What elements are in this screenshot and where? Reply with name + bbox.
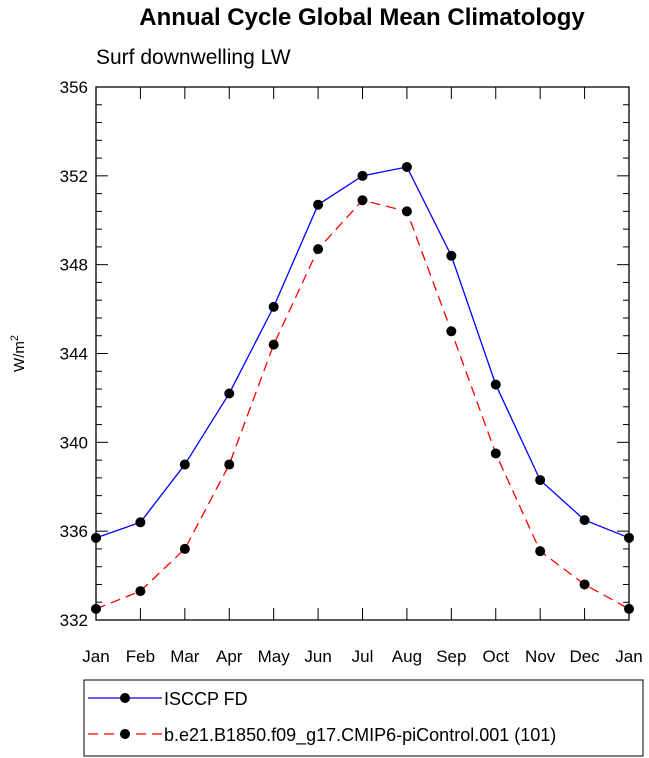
legend-marker-1 [120, 729, 130, 739]
series-0-point [624, 532, 634, 543]
x-tick-label: Jun [304, 647, 331, 666]
series-line-0 [95, 166, 630, 539]
series-1-point [135, 586, 146, 597]
x-tick-label: Jan [82, 647, 109, 666]
series-0-point [313, 199, 324, 210]
x-tick-label: Mar [170, 647, 200, 666]
legend-label-1: b.e21.B1850.f09_g17.CMIP6-piControl.001 … [164, 725, 556, 746]
y-tick-label: 336 [60, 522, 88, 541]
x-tick-label: Feb [126, 647, 155, 666]
x-tick-label: Jan [615, 647, 642, 666]
series-0-point [135, 517, 146, 528]
series-1-point [313, 244, 324, 255]
y-axis-label-superscript: 2 [9, 335, 21, 341]
x-tick-label: Oct [483, 647, 510, 666]
y-tick-label: 344 [60, 345, 88, 364]
x-tick-label: Dec [569, 647, 600, 666]
chart-title: Annual Cycle Global Mean Climatology [139, 4, 585, 31]
series-1-point [268, 339, 279, 350]
series-0-point [224, 388, 235, 399]
series-1-point [357, 195, 368, 206]
series-line-1 [95, 199, 630, 610]
x-tick-label: Apr [216, 647, 243, 666]
series-1-point [579, 579, 590, 590]
y-tick-label: 352 [60, 167, 88, 186]
series-1-point [401, 206, 412, 217]
x-tick-label: May [258, 647, 291, 666]
y-tick-label: 332 [60, 611, 88, 630]
x-tick-label: Sep [436, 647, 466, 666]
series-0-point [535, 475, 546, 486]
x-tick-label: Jul [352, 647, 374, 666]
x-tick-label: Aug [392, 647, 422, 666]
y-tick-label: 340 [60, 433, 88, 452]
series-0-point [490, 379, 501, 390]
series-0-point [268, 301, 279, 312]
plot-frame [95, 86, 630, 621]
plot-area: 332 336 340 344 348 352 356 Jan Feb Mar Apr May Jun J… [9, 78, 643, 666]
series-1-point [446, 326, 457, 337]
legend: ISCCP FD b.e21.B1850.f09_g17.CMIP6-piCont… [83, 679, 644, 757]
legend-box [83, 679, 644, 757]
y-axis-label-main: W/m [11, 341, 28, 372]
legend-label-0: ISCCP FD [164, 689, 248, 709]
x-tick-label: Nov [525, 647, 556, 666]
series-1-point [179, 543, 190, 554]
series-0-point [91, 532, 101, 543]
legend-marker-0 [120, 693, 130, 703]
series-0-point [401, 161, 412, 172]
series-1-point [490, 448, 501, 459]
y-tick-label: 356 [60, 78, 88, 97]
series-1-point [624, 603, 634, 614]
series-0-point [357, 170, 368, 181]
series-0-point [446, 250, 457, 261]
y-tick-label: 348 [60, 256, 88, 275]
series-1-point [224, 459, 235, 470]
series-0-point [579, 515, 590, 526]
chart-subtitle: Surf downwelling LW [96, 46, 291, 69]
series-1-point [91, 603, 101, 614]
y-axis-label: W/m2 [9, 335, 28, 372]
series-0-point [179, 459, 190, 470]
series-1-point [535, 546, 546, 557]
